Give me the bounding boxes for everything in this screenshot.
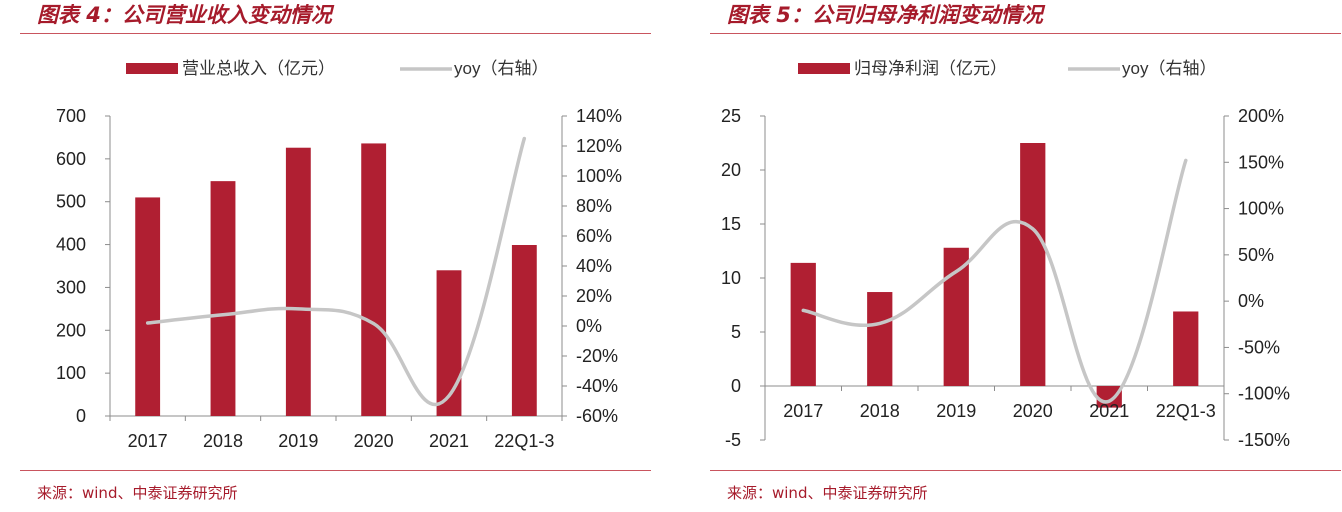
right-axis-tick-label: -150% bbox=[1238, 430, 1290, 450]
right-axis-tick-label: -100% bbox=[1238, 384, 1290, 404]
category-label: 2021 bbox=[1089, 401, 1129, 421]
figure-4-source: 来源：wind、中泰证券研究所 bbox=[37, 484, 238, 502]
right-axis-tick-label: 20% bbox=[576, 286, 612, 306]
yoy-point-2021 bbox=[1107, 399, 1111, 403]
right-axis-tick-label: 0% bbox=[1238, 291, 1264, 311]
left-axis-tick-label: 20 bbox=[721, 160, 741, 180]
yoy-line bbox=[145, 136, 527, 407]
right-axis-tick-label: 0% bbox=[576, 316, 602, 336]
figure-4-title: 图表 4：公司营业收入变动情况 bbox=[37, 3, 332, 27]
right-axis-tick-label: -20% bbox=[576, 346, 618, 366]
bar-2017 bbox=[135, 197, 161, 416]
category-label: 2017 bbox=[783, 401, 823, 421]
right-axis-tick-label: 200% bbox=[1238, 106, 1284, 126]
right-axis-tick-label: 60% bbox=[576, 226, 612, 246]
bar-22Q1-3 bbox=[511, 245, 537, 416]
figure-4-bottom-rule bbox=[20, 470, 651, 471]
left-axis-tick-label: 25 bbox=[721, 106, 741, 126]
right-axis-tick-label: 100% bbox=[1238, 199, 1284, 219]
right-axis-tick-label: 50% bbox=[1238, 245, 1274, 265]
category-label: 2020 bbox=[1013, 401, 1053, 421]
right-axis-tick-label: 100% bbox=[576, 166, 622, 186]
yoy-point-2019 bbox=[954, 270, 958, 274]
figure-4-top-rule bbox=[20, 33, 651, 34]
left-axis-tick-label: 300 bbox=[56, 277, 86, 297]
bar-2017 bbox=[790, 262, 816, 386]
category-label: 2018 bbox=[203, 431, 243, 451]
figure-5-bottom-rule bbox=[710, 470, 1341, 471]
yoy-point-2018 bbox=[878, 321, 882, 325]
yoy-point-22Q1-3 bbox=[1184, 158, 1188, 162]
figure-5-source: 来源：wind、中泰证券研究所 bbox=[727, 484, 928, 502]
net-profit-chart: 归母净利润（亿元） yoy（右轴） -5 0 5 10 15 20 25 -150% -100% -5… bbox=[721, 59, 1290, 450]
bar-22Q1-3 bbox=[1173, 311, 1199, 386]
bar-2020 bbox=[1020, 143, 1046, 386]
category-label: 22Q1-3 bbox=[1156, 401, 1216, 421]
right-axis-tick-label: 120% bbox=[576, 136, 622, 156]
yoy-point-2017 bbox=[146, 321, 150, 325]
left-axis-tick-label: 700 bbox=[56, 106, 86, 126]
right-axis-tick-label: -40% bbox=[576, 376, 618, 396]
category-label: 2021 bbox=[429, 431, 469, 451]
figure-5-top-rule bbox=[710, 33, 1341, 34]
legend-line-label: yoy（右轴） bbox=[454, 59, 548, 78]
bar-2018 bbox=[867, 292, 893, 386]
category-label: 2019 bbox=[936, 401, 976, 421]
left-axis-tick-label: 0 bbox=[731, 376, 741, 396]
right-axis-tick-label: 40% bbox=[576, 256, 612, 276]
left-axis-tick-label: -5 bbox=[725, 430, 741, 450]
figure-5-title: 图表 5：公司归母净利润变动情况 bbox=[727, 3, 1043, 27]
yoy-point-2020 bbox=[372, 322, 376, 326]
right-axis-tick-label: 150% bbox=[1238, 152, 1284, 172]
yoy-point-2017 bbox=[801, 308, 805, 312]
legend-bar-label: 归母净利润（亿元） bbox=[854, 59, 1007, 78]
category-label: 2019 bbox=[278, 431, 318, 451]
category-label: 2018 bbox=[860, 401, 900, 421]
figure-4-panel: 图表 4：公司营业收入变动情况 营业总收入（亿元） yoy（右轴） 0 100 200 3… bbox=[0, 0, 651, 512]
left-axis-tick-label: 10 bbox=[721, 268, 741, 288]
legend-line-label: yoy（右轴） bbox=[1122, 59, 1216, 78]
yoy-point-2020 bbox=[1031, 227, 1035, 231]
bar-2020 bbox=[361, 143, 387, 416]
bar-2019 bbox=[943, 247, 969, 386]
category-label: 22Q1-3 bbox=[494, 431, 554, 451]
right-axis-tick-label: 140% bbox=[576, 106, 622, 126]
right-axis-tick-label: -60% bbox=[576, 406, 618, 426]
legend-bar-swatch bbox=[798, 63, 850, 74]
left-axis-tick-label: 400 bbox=[56, 235, 86, 255]
left-axis-tick-label: 500 bbox=[56, 192, 86, 212]
left-axis-tick-label: 600 bbox=[56, 149, 86, 169]
yoy-point-2019 bbox=[296, 307, 300, 311]
bar-2019 bbox=[285, 147, 311, 416]
figure-5-panel: 图表 5：公司归母净利润变动情况 归母净利润（亿元） yoy（右轴） -5 0 5 10 1… bbox=[690, 0, 1341, 512]
left-axis-tick-label: 5 bbox=[731, 322, 741, 342]
yoy-point-2018 bbox=[221, 313, 225, 317]
legend-bar-label: 营业总收入（亿元） bbox=[182, 59, 335, 78]
left-axis-tick-label: 200 bbox=[56, 320, 86, 340]
yoy-point-2021 bbox=[447, 394, 451, 398]
category-label: 2017 bbox=[128, 431, 168, 451]
right-axis-tick-label: 80% bbox=[576, 196, 612, 216]
left-axis-tick-label: 0 bbox=[76, 406, 86, 426]
legend-bar-swatch bbox=[126, 63, 178, 74]
left-axis-tick-label: 15 bbox=[721, 214, 741, 234]
yoy-point-22Q1-3 bbox=[522, 137, 526, 140]
bar-2018 bbox=[210, 181, 236, 416]
right-axis-tick-label: -50% bbox=[1238, 337, 1280, 357]
category-label: 2020 bbox=[354, 431, 394, 451]
revenue-chart: 营业总收入（亿元） yoy（右轴） 0 100 200 300 400 500 600 700 -6… bbox=[56, 59, 622, 451]
left-axis-tick-label: 100 bbox=[56, 363, 86, 383]
yoy-line bbox=[801, 158, 1188, 404]
bar-2021 bbox=[436, 270, 462, 416]
